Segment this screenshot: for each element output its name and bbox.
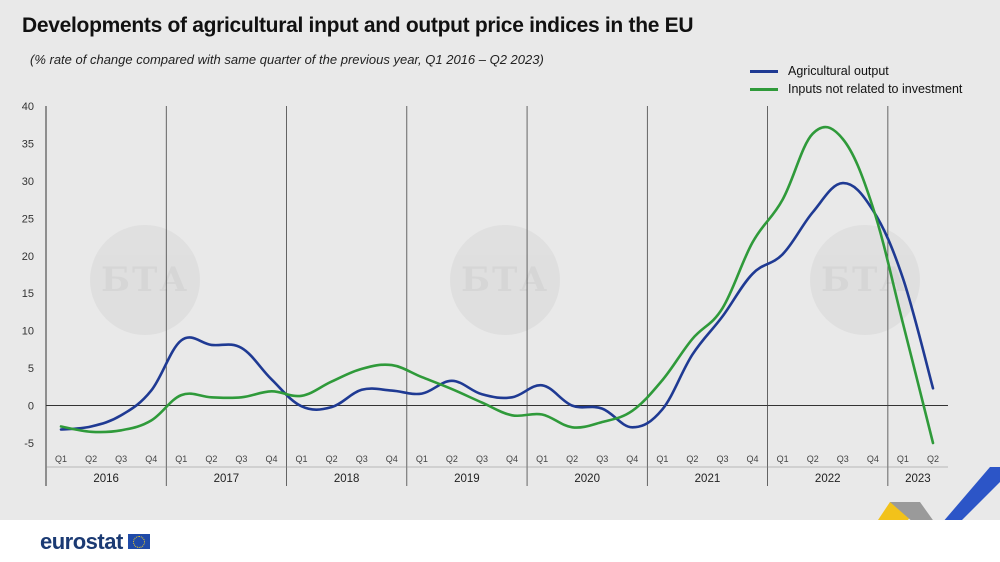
x-tick-label: Q1: [536, 454, 548, 464]
x-tick-label: Q2: [807, 454, 819, 464]
x-tick-label: Q3: [596, 454, 608, 464]
legend-label-inputs: Inputs not related to investment: [788, 82, 963, 96]
x-tick-label: Q1: [897, 454, 909, 464]
y-tick-label: 15: [22, 288, 34, 300]
chart-title: Developments of agricultural input and o…: [22, 14, 694, 37]
chart-legend: Agricultural output Inputs not related t…: [750, 62, 962, 98]
x-tick-label: Q4: [506, 454, 518, 464]
watermark-logo: БТА: [440, 225, 570, 335]
x-tick-label: Q4: [747, 454, 759, 464]
x-tick-label: Q3: [837, 454, 849, 464]
eu-stars-icon: [133, 535, 145, 548]
x-tick-label: Q1: [777, 454, 789, 464]
x-tick-label: Q4: [626, 454, 638, 464]
y-tick-label: -5: [24, 438, 34, 450]
x-tick-label: Q4: [386, 454, 398, 464]
x-tick-label: Q2: [326, 454, 338, 464]
legend-label-output: Agricultural output: [788, 64, 889, 78]
x-tick-label: Q1: [296, 454, 308, 464]
series-line-agricultural-output: [59, 181, 935, 431]
x-tick-label: Q1: [416, 454, 428, 464]
chart-subtitle: (% rate of change compared with same qua…: [30, 52, 544, 67]
x-tick-label: Q2: [205, 454, 217, 464]
year-label: 2020: [574, 473, 600, 485]
watermark-text: БТА: [460, 260, 550, 300]
year-label: 2019: [454, 473, 480, 485]
y-tick-label: 35: [22, 138, 34, 150]
y-tick-label: 5: [28, 363, 34, 375]
x-tick-label: Q4: [145, 454, 157, 464]
y-tick-label: 40: [22, 101, 34, 113]
watermark-circle: [450, 225, 560, 335]
eurostat-logo: eurostat: [40, 529, 123, 554]
year-label: 2022: [815, 473, 841, 485]
x-tick-label: Q1: [175, 454, 187, 464]
x-tick-label: Q3: [716, 454, 728, 464]
x-tick-label: Q2: [927, 454, 939, 464]
x-tick-label: Q2: [566, 454, 578, 464]
series-line-inputs-not-related-to-investment: [59, 125, 935, 445]
legend-swatch-output: [750, 69, 778, 73]
watermark-text: БТА: [100, 260, 190, 300]
x-tick-label: Q1: [656, 454, 668, 464]
x-tick-label: Q3: [356, 454, 368, 464]
year-label: 2018: [334, 473, 360, 485]
watermark-circle: [90, 225, 200, 335]
y-tick-label: 30: [22, 176, 34, 188]
legend-swatch-inputs: [750, 87, 778, 91]
legend-item-output: Agricultural output: [750, 62, 962, 80]
year-label: 2017: [214, 473, 240, 485]
year-label: 2021: [695, 473, 721, 485]
x-tick-label: Q3: [476, 454, 488, 464]
x-tick-label: Q4: [265, 454, 277, 464]
x-tick-label: Q3: [115, 454, 127, 464]
y-tick-label: 20: [22, 251, 34, 263]
y-tick-label: 0: [28, 401, 34, 413]
year-label: 2023: [905, 473, 931, 485]
footer-bar: eurostat: [0, 520, 1000, 562]
x-tick-label: Q2: [85, 454, 97, 464]
ribbon-blue: [930, 467, 1000, 537]
y-tick-label: 25: [22, 213, 34, 225]
watermark-logo: БТА: [80, 225, 210, 335]
x-tick-label: Q2: [686, 454, 698, 464]
legend-item-inputs: Inputs not related to investment: [750, 80, 962, 98]
line-chart: -5 0 5 10 15 20 25 30 35 40 2016 2017 2018 2019 2020 20…: [22, 101, 948, 486]
eu-flag-icon: [128, 534, 150, 549]
x-tick-label: Q3: [235, 454, 247, 464]
year-label: 2016: [93, 473, 119, 485]
y-tick-label: 10: [22, 326, 34, 338]
x-tick-label: Q4: [867, 454, 879, 464]
x-tick-label: Q1: [55, 454, 67, 464]
x-tick-label: Q2: [446, 454, 458, 464]
